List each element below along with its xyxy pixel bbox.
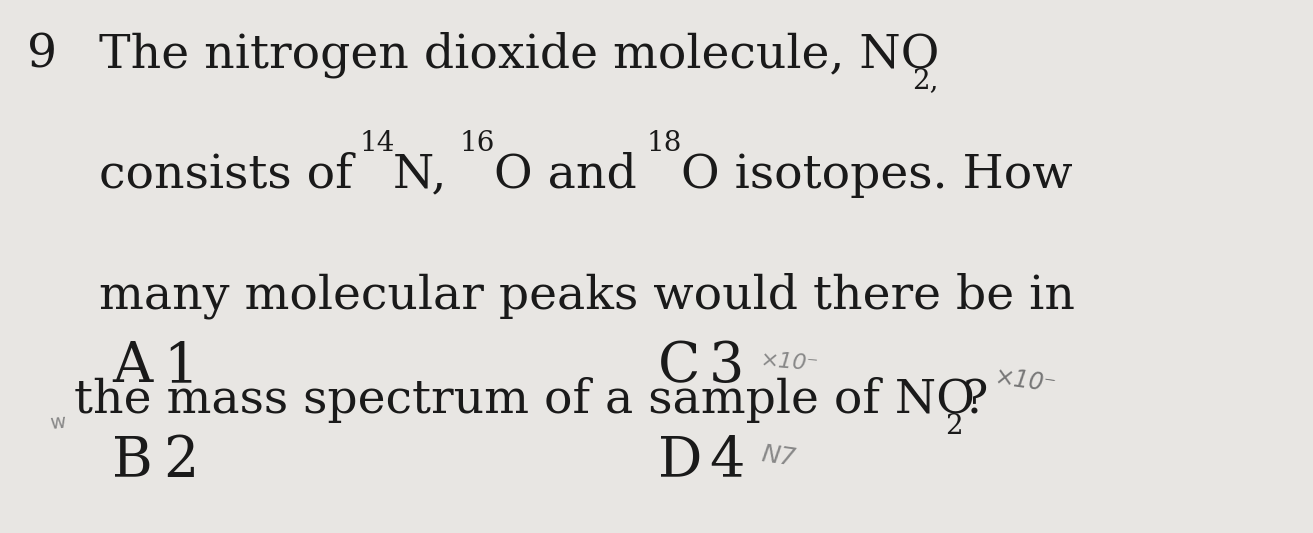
Text: B: B xyxy=(112,434,152,488)
Text: w: w xyxy=(49,413,66,433)
Text: 1: 1 xyxy=(163,339,198,394)
Text: 14: 14 xyxy=(360,130,395,157)
Text: A: A xyxy=(112,339,152,394)
Text: N,: N, xyxy=(394,152,462,198)
Text: consists of: consists of xyxy=(100,152,368,198)
Text: 16: 16 xyxy=(460,130,495,157)
Text: C: C xyxy=(658,339,701,394)
Text: many molecular peaks would there be in: many molecular peaks would there be in xyxy=(100,272,1075,319)
Text: 18: 18 xyxy=(646,130,681,157)
Text: D: D xyxy=(658,434,702,488)
Text: the mass spectrum of a sample of NO: the mass spectrum of a sample of NO xyxy=(74,377,974,423)
Text: The nitrogen dioxide molecule, NO: The nitrogen dioxide molecule, NO xyxy=(100,31,940,78)
Text: N7: N7 xyxy=(760,442,797,471)
Text: 2: 2 xyxy=(945,414,962,440)
Text: 2,: 2, xyxy=(913,67,939,94)
Text: 2: 2 xyxy=(163,434,198,488)
Text: 4: 4 xyxy=(709,434,744,488)
Text: O and: O and xyxy=(494,152,651,198)
Text: ?: ? xyxy=(962,378,987,423)
Text: ×10⁻: ×10⁻ xyxy=(993,365,1058,398)
Text: ×10⁻: ×10⁻ xyxy=(760,350,819,375)
Text: 9: 9 xyxy=(28,32,56,77)
Text: O isotopes. How: O isotopes. How xyxy=(680,152,1073,198)
Text: 3: 3 xyxy=(709,339,744,394)
